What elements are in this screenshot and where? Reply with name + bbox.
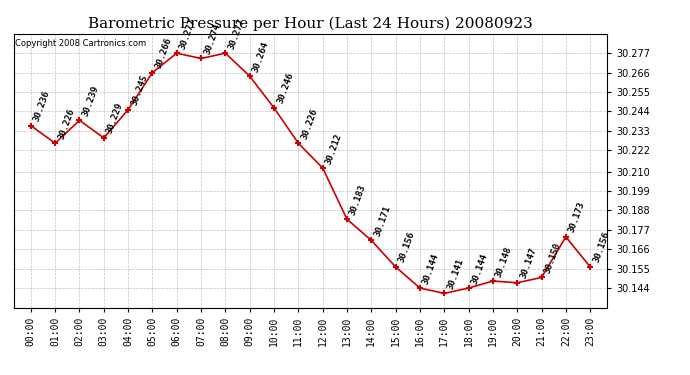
Text: 30.264: 30.264 (251, 40, 270, 74)
Text: 30.226: 30.226 (57, 107, 76, 141)
Text: 30.150: 30.150 (543, 242, 562, 275)
Text: 30.171: 30.171 (373, 204, 392, 238)
Text: 30.156: 30.156 (591, 231, 611, 264)
Text: 30.277: 30.277 (227, 17, 246, 50)
Text: 30.246: 30.246 (275, 72, 295, 105)
Text: 30.226: 30.226 (299, 107, 319, 141)
Text: 30.274: 30.274 (202, 22, 222, 56)
Text: 30.183: 30.183 (348, 183, 368, 216)
Text: 30.212: 30.212 (324, 132, 344, 165)
Text: 30.277: 30.277 (178, 17, 197, 50)
Text: 30.147: 30.147 (519, 247, 538, 280)
Text: 30.144: 30.144 (422, 252, 441, 285)
Text: 30.141: 30.141 (446, 257, 465, 291)
Text: 30.229: 30.229 (105, 102, 125, 135)
Text: 30.239: 30.239 (81, 84, 100, 117)
Text: 30.236: 30.236 (32, 89, 52, 123)
Text: 30.148: 30.148 (494, 245, 514, 278)
Text: 30.245: 30.245 (130, 74, 149, 107)
Title: Barometric Pressure per Hour (Last 24 Hours) 20080923: Barometric Pressure per Hour (Last 24 Ho… (88, 17, 533, 31)
Text: 30.144: 30.144 (470, 252, 489, 285)
Text: 30.266: 30.266 (154, 36, 173, 70)
Text: 30.156: 30.156 (397, 231, 417, 264)
Text: Copyright 2008 Cartronics.com: Copyright 2008 Cartronics.com (15, 39, 146, 48)
Text: 30.173: 30.173 (567, 201, 586, 234)
